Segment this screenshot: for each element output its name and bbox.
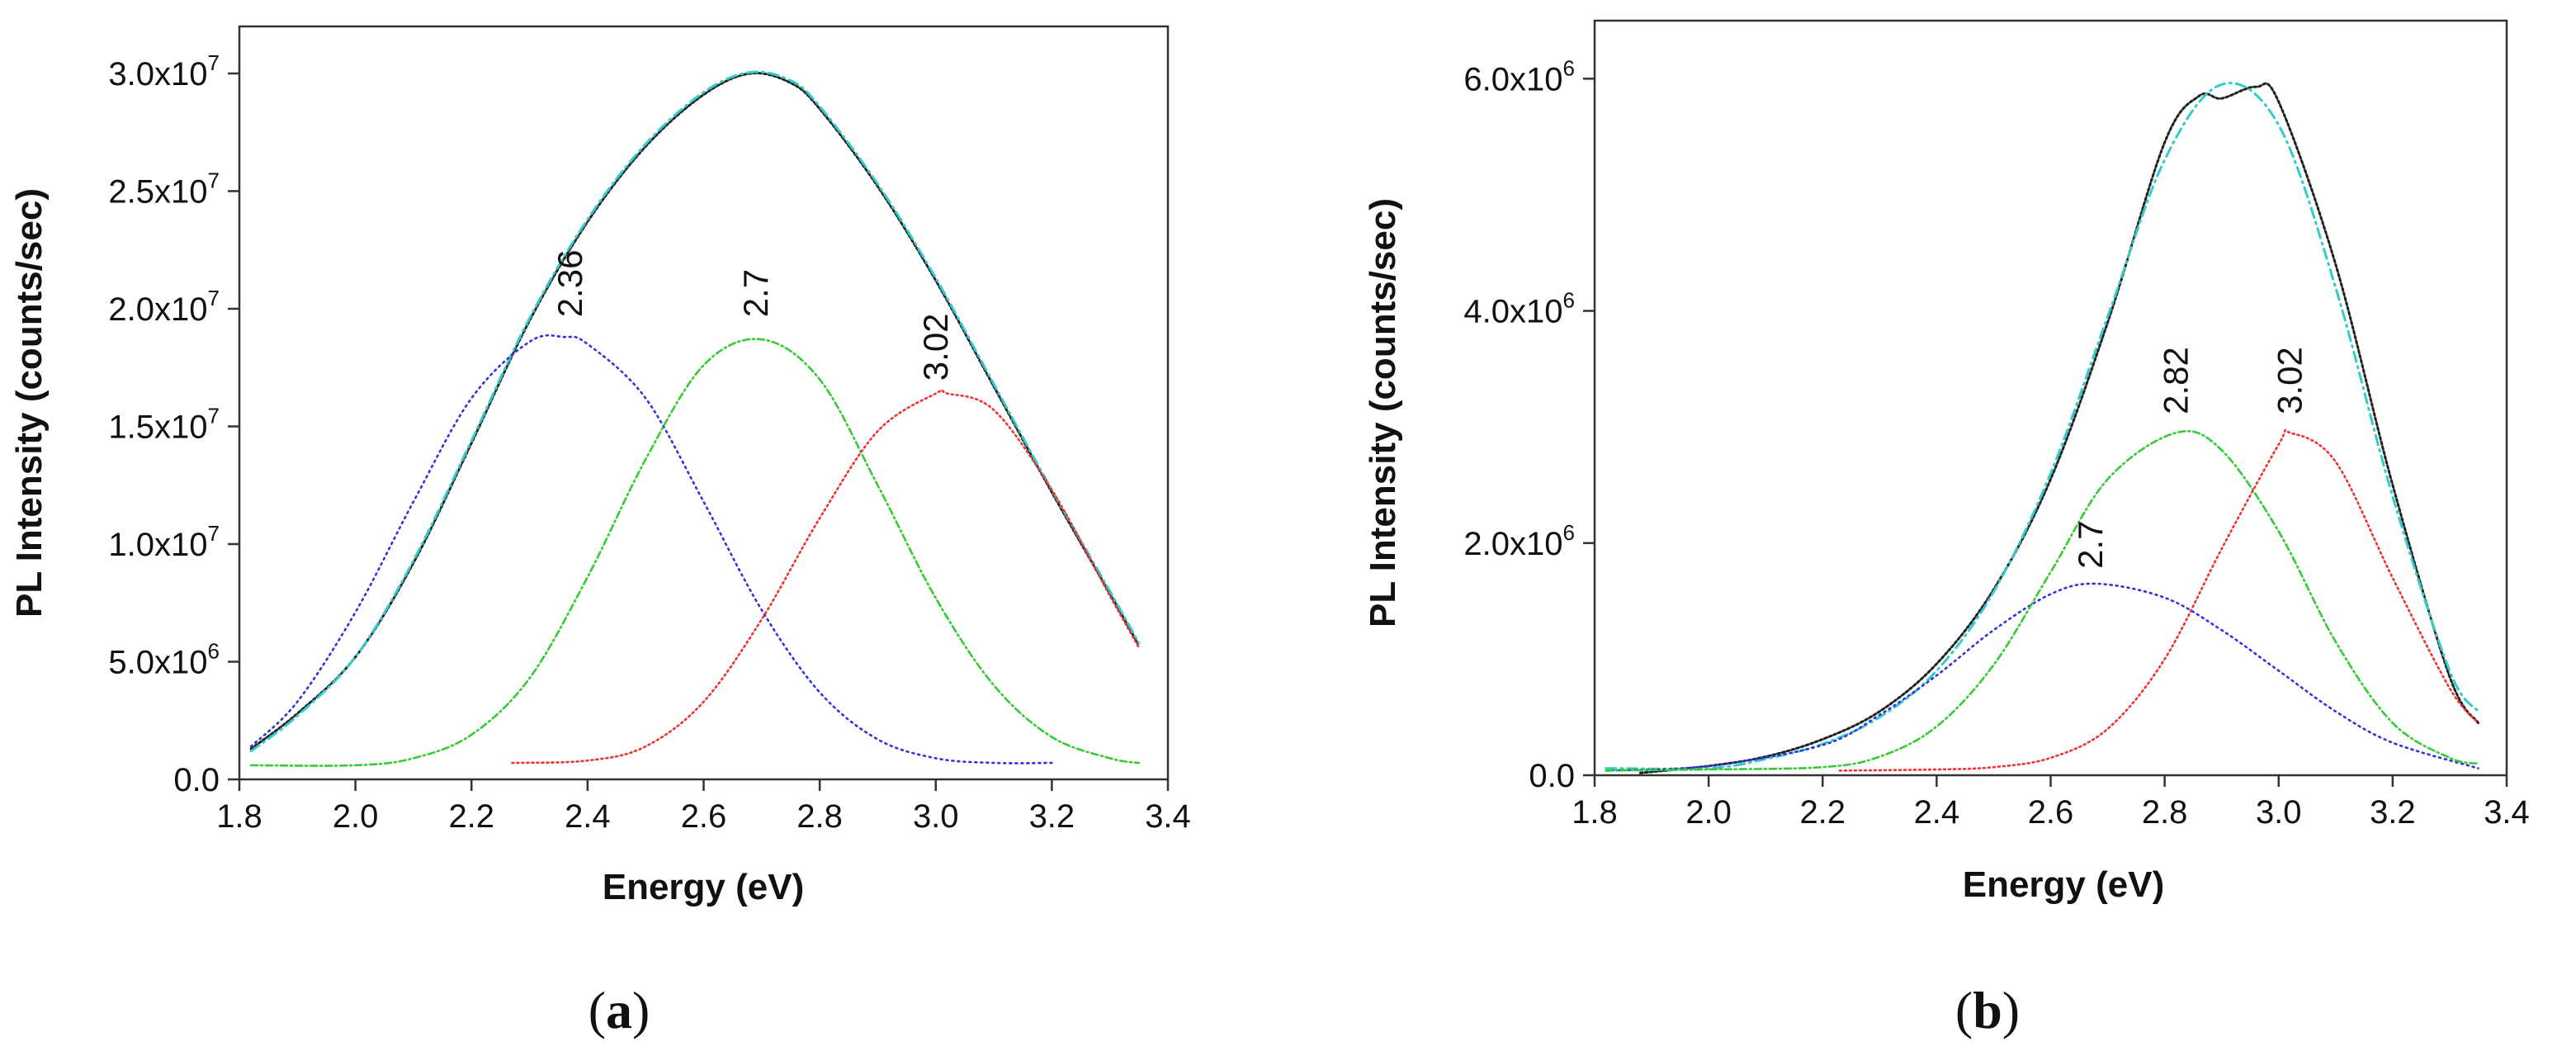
y-tick-label: 2.5x107 [108,168,220,211]
x-tick-label: 3.2 [1029,798,1075,835]
peak-label: 2.7 [2071,521,2110,569]
peak-annotations-a: 2.36 2.7 3.02 [551,250,955,381]
x-axis-ticks-b: 1.8 2.0 2.2 2.4 2.6 2.8 3.0 3.2 3.4 [1572,775,2530,831]
series-line-peak-2-7-ev-b [1605,582,2479,772]
y-axis-title-a: PL Intensity (counts/sec) [9,188,50,618]
x-axis-title-b: Energy (eV) [1963,864,2165,905]
x-tick-label: 2.0 [1685,794,1732,831]
x-axis-title-a: Energy (eV) [603,867,805,907]
panel-label-b: (b) [1955,981,2020,1039]
y-tick-label: 1.0x107 [108,521,220,563]
x-tick-label: 2.4 [1914,794,1960,831]
x-tick-label: 3.0 [2256,794,2302,831]
series-group-b [1605,82,2479,774]
series-line-peak-2-7-ev-a [249,338,1141,767]
y-tick-label: 0.0 [173,762,220,798]
x-tick-label: 3.4 [2484,794,2530,831]
panel-label-a: (a) [588,981,650,1039]
y-axis-ticks-a: 0.0 5.0x106 1.0x107 1.5x107 2.0x107 2.5x107 3.… [108,50,239,798]
x-axis-ticks-a: 1.8 2.0 2.2 2.4 2.6 2.8 3.0 3.2 3.4 [216,779,1191,835]
x-tick-label: 2.8 [796,798,843,835]
series-group-a [249,70,1141,767]
peak-label: 3.02 [916,313,955,381]
y-tick-label: 4.0x106 [1463,288,1575,330]
series-line-cumulative-fit-b [1605,82,2479,770]
series-line-peak-2-36-ev-a [249,334,1053,765]
peak-label: 3.02 [2271,347,2309,414]
x-tick-label: 2.0 [333,798,379,835]
y-tick-label: 5.0x106 [108,639,220,681]
series-line-cumulative-fit-a [249,70,1141,753]
x-tick-label: 2.4 [565,798,611,835]
y-tick-label: 1.5x107 [108,404,220,446]
series-line-peak-3-02-ev-b [1838,428,2479,772]
y-tick-label: 2.0x106 [1463,520,1575,562]
peak-label: 2.7 [736,269,775,317]
chart-panel-a: 1.8 2.0 2.2 2.4 2.6 2.8 3.0 3.2 3.4 0.0 5.0x106 1.… [9,25,1191,1039]
x-tick-label: 2.6 [2028,794,2074,831]
peak-label: 2.82 [2156,347,2195,414]
y-tick-label: 0.0 [1529,758,1575,794]
x-tick-label: 3.4 [1145,798,1191,835]
x-tick-label: 2.2 [448,798,494,835]
y-axis-title-b: PL Intensity (counts/sec) [1363,198,1403,627]
series-line-measured-b [1638,82,2479,774]
x-tick-label: 3.0 [913,798,959,835]
y-tick-label: 3.0x107 [108,50,220,92]
x-tick-label: 1.8 [216,798,262,835]
y-axis-ticks-b: 0.0 2.0x106 4.0x106 6.0x106 [1463,55,1595,794]
peak-label: 2.36 [551,250,589,318]
peak-annotations-b: 2.7 2.82 3.02 [2071,347,2309,569]
series-line-peak-2-82-ev-b [1605,429,2479,772]
x-tick-label: 1.8 [1572,794,1618,831]
series-line-peak-3-02-ev-a [511,389,1141,765]
chart-panel-b: 1.8 2.0 2.2 2.4 2.6 2.8 3.0 3.2 3.4 0.0 2.0x106 4.… [1363,19,2530,1039]
x-tick-label: 2.2 [1799,794,1846,831]
x-tick-label: 2.8 [2142,794,2188,831]
y-tick-label: 6.0x106 [1463,55,1575,97]
x-tick-label: 2.6 [681,798,727,835]
y-tick-label: 2.0x107 [108,286,220,328]
x-tick-label: 3.2 [2370,794,2416,831]
